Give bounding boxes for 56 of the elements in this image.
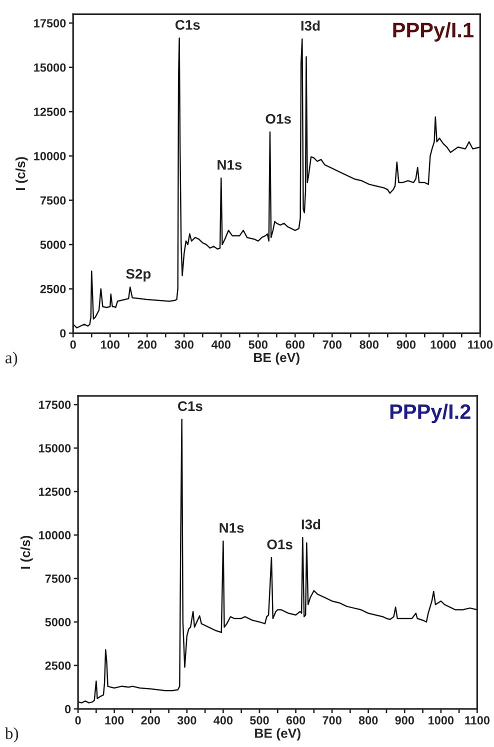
x-tick-label: 800	[360, 340, 379, 349]
annotation: O1s	[267, 539, 292, 550]
x-tick-label: 1000	[428, 716, 454, 725]
x-tick-label: 1100	[465, 716, 490, 725]
annotation: C1s	[178, 401, 202, 412]
x-tick-label: 700	[322, 340, 342, 349]
x-tick-label: 800	[358, 716, 378, 725]
text: b)	[4, 727, 18, 743]
y-tick-label: 2500	[45, 661, 71, 670]
x-tick-label: 600	[286, 340, 305, 349]
annotation: N1s	[220, 523, 244, 533]
y-tick-label: 7500	[45, 574, 71, 583]
x-tick-label: 400	[211, 340, 230, 349]
y-tick-label: 5000	[40, 240, 66, 249]
x-tick-label: 300	[174, 340, 194, 349]
annotation: I3d	[302, 519, 320, 530]
chart-title: PPPy/I.1	[393, 22, 474, 42]
x-tick-label: 100	[101, 340, 120, 349]
annotation: O1s	[266, 114, 291, 124]
x-tick-label: 0	[75, 716, 81, 725]
x-tick-label: 700	[322, 716, 342, 725]
annotation: I3d	[301, 20, 320, 31]
annotation: N1s	[218, 160, 242, 170]
x-axis-title: BE (eV)	[255, 728, 300, 741]
y-tick-label: 17500	[34, 19, 66, 28]
y-tick-label: 12500	[34, 108, 66, 116]
x-tick-label: 900	[396, 340, 416, 349]
x-tick-label: 1100	[468, 340, 492, 349]
y-axis-title: I (c/s)	[15, 157, 28, 190]
x-tick-label: 100	[105, 716, 124, 725]
x-axis-title: BE (eV)	[254, 352, 300, 365]
y-tick-label: 12500	[39, 488, 71, 496]
x-tick-label: 200	[138, 340, 156, 349]
y-tick-label: 7500	[40, 196, 66, 205]
x-tick-label: 900	[395, 716, 414, 725]
x-tick-label: 200	[141, 716, 160, 725]
x-tick-label: 300	[177, 716, 196, 725]
annotation: S2p	[126, 268, 151, 282]
x-tick-label: 1000	[430, 340, 456, 349]
x-tick-label: 600	[286, 716, 306, 725]
x-tick-label: 500	[248, 340, 268, 349]
y-tick-label: 0	[65, 704, 71, 714]
y-tick-label: 10000	[34, 152, 66, 160]
y-tick-label: 10000	[39, 531, 71, 540]
x-tick-label: 400	[214, 716, 233, 725]
annotation: C1s	[175, 20, 200, 30]
text: a)	[6, 352, 18, 367]
y-tick-label: 15000	[34, 63, 66, 72]
y-tick-label: 15000	[39, 444, 71, 452]
y-tick-label: 0	[60, 329, 66, 338]
y-tick-label: 17500	[39, 400, 71, 409]
y-tick-label: 2500	[40, 284, 66, 294]
chart-title: PPPy/I.2	[390, 404, 470, 424]
x-tick-label: 500	[250, 716, 269, 725]
y-axis-title: I (c/s)	[20, 536, 33, 569]
y-tick-label: 5000	[45, 618, 71, 626]
